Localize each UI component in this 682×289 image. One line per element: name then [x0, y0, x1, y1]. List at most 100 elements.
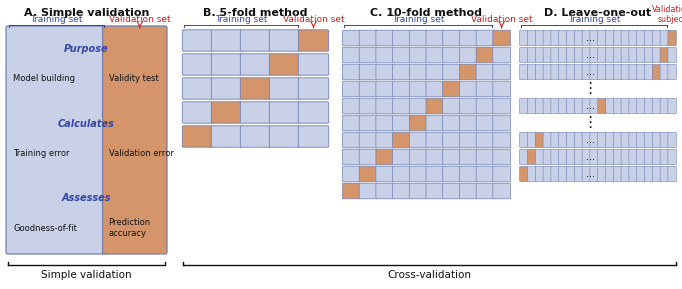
FancyBboxPatch shape	[298, 102, 329, 123]
FancyBboxPatch shape	[409, 47, 427, 63]
FancyBboxPatch shape	[621, 149, 629, 164]
FancyBboxPatch shape	[426, 115, 444, 131]
FancyBboxPatch shape	[476, 47, 494, 63]
Text: ...: ...	[586, 101, 595, 111]
FancyBboxPatch shape	[535, 149, 544, 164]
FancyBboxPatch shape	[443, 166, 460, 182]
FancyBboxPatch shape	[426, 183, 444, 199]
FancyBboxPatch shape	[426, 81, 444, 97]
FancyBboxPatch shape	[597, 47, 606, 62]
FancyBboxPatch shape	[426, 166, 444, 182]
Text: B. 5-fold method: B. 5-fold method	[203, 8, 308, 18]
FancyBboxPatch shape	[409, 30, 427, 46]
FancyBboxPatch shape	[240, 30, 271, 51]
FancyBboxPatch shape	[590, 149, 598, 164]
FancyBboxPatch shape	[527, 47, 536, 62]
FancyBboxPatch shape	[606, 64, 614, 79]
FancyBboxPatch shape	[629, 99, 637, 114]
FancyBboxPatch shape	[668, 31, 677, 45]
FancyBboxPatch shape	[567, 149, 575, 164]
FancyBboxPatch shape	[443, 115, 460, 131]
FancyBboxPatch shape	[590, 47, 598, 62]
FancyBboxPatch shape	[621, 99, 629, 114]
Text: C. 10-fold method: C. 10-fold method	[370, 8, 482, 18]
FancyBboxPatch shape	[493, 183, 511, 199]
FancyBboxPatch shape	[376, 30, 394, 46]
FancyBboxPatch shape	[597, 166, 606, 181]
FancyBboxPatch shape	[376, 115, 394, 131]
FancyBboxPatch shape	[359, 64, 377, 80]
Text: A. Simple validation: A. Simple validation	[24, 8, 149, 18]
FancyBboxPatch shape	[409, 183, 427, 199]
FancyBboxPatch shape	[393, 98, 411, 114]
FancyBboxPatch shape	[393, 47, 411, 63]
FancyBboxPatch shape	[606, 47, 614, 62]
FancyBboxPatch shape	[182, 54, 213, 75]
FancyBboxPatch shape	[342, 149, 360, 165]
FancyBboxPatch shape	[551, 31, 559, 45]
FancyBboxPatch shape	[476, 98, 494, 114]
FancyBboxPatch shape	[359, 166, 377, 182]
FancyBboxPatch shape	[660, 64, 668, 79]
FancyBboxPatch shape	[543, 64, 552, 79]
FancyBboxPatch shape	[574, 149, 582, 164]
FancyBboxPatch shape	[443, 183, 460, 199]
FancyBboxPatch shape	[652, 64, 661, 79]
FancyBboxPatch shape	[476, 132, 494, 148]
FancyBboxPatch shape	[668, 64, 677, 79]
FancyBboxPatch shape	[590, 31, 598, 45]
FancyBboxPatch shape	[535, 166, 544, 181]
FancyBboxPatch shape	[359, 98, 377, 114]
Text: ⋮: ⋮	[582, 81, 598, 97]
FancyBboxPatch shape	[240, 78, 271, 99]
FancyBboxPatch shape	[567, 31, 575, 45]
FancyBboxPatch shape	[559, 31, 567, 45]
FancyBboxPatch shape	[644, 47, 653, 62]
FancyBboxPatch shape	[660, 99, 668, 114]
FancyBboxPatch shape	[342, 47, 360, 63]
FancyBboxPatch shape	[443, 81, 460, 97]
FancyBboxPatch shape	[393, 183, 411, 199]
FancyBboxPatch shape	[668, 166, 677, 181]
FancyBboxPatch shape	[460, 64, 477, 80]
FancyBboxPatch shape	[493, 47, 511, 63]
FancyBboxPatch shape	[652, 149, 661, 164]
FancyBboxPatch shape	[559, 47, 567, 62]
FancyBboxPatch shape	[342, 30, 360, 46]
FancyBboxPatch shape	[476, 149, 494, 165]
FancyBboxPatch shape	[426, 30, 444, 46]
FancyBboxPatch shape	[443, 132, 460, 148]
FancyBboxPatch shape	[637, 99, 645, 114]
FancyBboxPatch shape	[574, 31, 582, 45]
FancyBboxPatch shape	[240, 102, 271, 123]
Text: Assesses: Assesses	[62, 193, 111, 203]
FancyBboxPatch shape	[559, 132, 567, 147]
FancyBboxPatch shape	[182, 126, 213, 147]
FancyBboxPatch shape	[460, 81, 477, 97]
FancyBboxPatch shape	[660, 132, 668, 147]
FancyBboxPatch shape	[376, 132, 394, 148]
FancyBboxPatch shape	[590, 99, 598, 114]
FancyBboxPatch shape	[443, 98, 460, 114]
FancyBboxPatch shape	[660, 47, 668, 62]
FancyBboxPatch shape	[393, 64, 411, 80]
FancyBboxPatch shape	[298, 126, 329, 147]
FancyBboxPatch shape	[527, 31, 536, 45]
FancyBboxPatch shape	[582, 132, 591, 147]
FancyBboxPatch shape	[527, 99, 536, 114]
FancyBboxPatch shape	[460, 149, 477, 165]
FancyBboxPatch shape	[493, 132, 511, 148]
FancyBboxPatch shape	[660, 149, 668, 164]
FancyBboxPatch shape	[621, 64, 629, 79]
FancyBboxPatch shape	[493, 149, 511, 165]
FancyBboxPatch shape	[535, 132, 544, 147]
FancyBboxPatch shape	[567, 166, 575, 181]
FancyBboxPatch shape	[621, 166, 629, 181]
FancyBboxPatch shape	[582, 99, 591, 114]
FancyBboxPatch shape	[606, 149, 614, 164]
FancyBboxPatch shape	[613, 149, 622, 164]
Text: ...: ...	[586, 33, 595, 43]
FancyBboxPatch shape	[359, 30, 377, 46]
FancyBboxPatch shape	[393, 81, 411, 97]
FancyBboxPatch shape	[559, 149, 567, 164]
